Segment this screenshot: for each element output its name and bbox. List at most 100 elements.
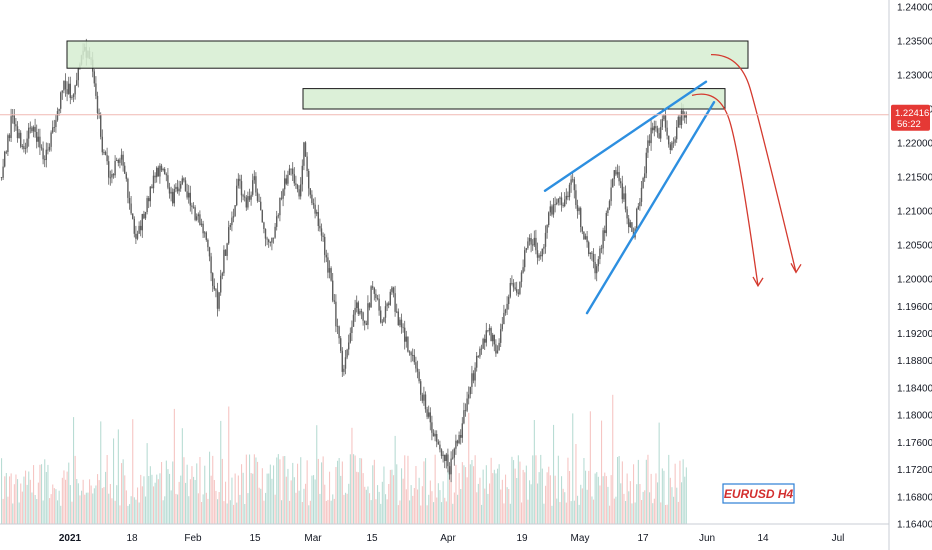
volume-bar xyxy=(409,500,411,524)
volume-bar xyxy=(367,486,369,524)
volume-bar xyxy=(429,480,431,524)
candle-body xyxy=(15,124,17,127)
candle-body xyxy=(548,212,550,225)
candle-body xyxy=(133,218,135,234)
candle-body xyxy=(343,368,345,372)
candle xyxy=(197,212,199,223)
candle xyxy=(151,184,153,189)
upper-resistance-zone[interactable] xyxy=(66,40,749,69)
candle-body xyxy=(175,186,177,189)
candle xyxy=(340,336,342,354)
volume-bar xyxy=(237,475,239,524)
volume-bar xyxy=(460,489,462,524)
candle-body xyxy=(29,127,31,129)
volume-bar xyxy=(7,496,9,524)
volume-bar xyxy=(61,477,63,524)
x-axis-ticks[interactable]: 2021 18 Feb 15 Mar 15 Apr 19 May 17 Jun 14 Jul xyxy=(59,533,845,544)
wedge-lower-line[interactable] xyxy=(585,100,716,315)
candle-body xyxy=(492,334,494,342)
volume-bar xyxy=(69,485,71,524)
volume-bar xyxy=(249,454,251,524)
candle-body xyxy=(31,127,33,132)
volume-bar xyxy=(28,471,30,524)
candle-body xyxy=(586,236,588,243)
candle-body xyxy=(626,209,628,219)
candle xyxy=(215,288,217,298)
candle-body xyxy=(480,348,483,350)
candle xyxy=(434,430,436,442)
candle xyxy=(143,210,145,220)
candle xyxy=(221,271,223,280)
x-tick-label: 17 xyxy=(637,533,649,544)
candle-body xyxy=(559,197,561,199)
volume-bar xyxy=(597,476,599,524)
projection-arrow-1[interactable] xyxy=(710,53,802,274)
candle xyxy=(52,120,54,134)
x-tick-label: 14 xyxy=(757,533,769,544)
wedge-upper-line[interactable] xyxy=(543,80,708,192)
volume-bar xyxy=(194,480,196,524)
candle-body xyxy=(204,232,206,234)
candle-body xyxy=(636,209,638,229)
candle-body xyxy=(652,127,654,131)
candle-body xyxy=(602,230,604,249)
candle xyxy=(423,386,425,406)
y-tick-label: 1.19600 xyxy=(897,302,932,313)
volume-bar xyxy=(250,473,252,524)
y-axis-ticks[interactable]: 1.240001.235001.230001.225001.220001.215… xyxy=(897,3,932,531)
x-tick-label: 15 xyxy=(366,533,378,544)
candle-body xyxy=(420,381,422,395)
candle-body xyxy=(528,238,531,242)
candle-body xyxy=(346,349,348,358)
volume-bar xyxy=(349,454,351,524)
volume-bar xyxy=(36,499,38,524)
candle xyxy=(311,190,313,206)
candle xyxy=(626,206,628,225)
candle xyxy=(152,170,155,194)
volume-bar xyxy=(594,473,596,524)
candle xyxy=(247,191,249,210)
projection-arrow-2[interactable] xyxy=(691,93,764,288)
candle xyxy=(45,142,47,168)
x-tick-label: Jun xyxy=(699,533,715,544)
lower-resistance-zone[interactable] xyxy=(302,88,726,110)
candle-body xyxy=(572,179,574,181)
y-tick-label: 1.22000 xyxy=(897,139,932,150)
candle xyxy=(244,190,246,202)
y-tick-label: 1.23000 xyxy=(897,71,932,82)
candle-body xyxy=(412,355,414,356)
candle xyxy=(583,231,585,240)
volume-bar xyxy=(229,500,231,524)
candle-body xyxy=(301,165,303,185)
candle-body xyxy=(562,204,564,206)
volume-bar xyxy=(580,484,582,524)
volume-bar xyxy=(364,486,366,524)
candle-body xyxy=(432,432,435,437)
volume-bar xyxy=(337,460,339,524)
candle-body xyxy=(236,185,238,206)
candle-body xyxy=(482,338,484,349)
volume-bar xyxy=(332,494,334,524)
candle-body xyxy=(205,232,207,240)
volume-bar xyxy=(473,466,475,524)
volume-bar xyxy=(474,455,476,524)
candle xyxy=(588,240,590,257)
candle xyxy=(407,336,409,353)
volume-bar xyxy=(300,457,302,524)
candle-body xyxy=(578,208,580,212)
drawings-layer[interactable] xyxy=(66,40,802,315)
candle-body xyxy=(444,454,446,461)
candle xyxy=(618,165,620,186)
volume-bar xyxy=(509,503,511,524)
volume-bar xyxy=(125,490,127,524)
candle-body xyxy=(416,368,419,372)
candle-body xyxy=(260,201,262,211)
symbol-label-box[interactable]: EURUSD H4 xyxy=(722,483,795,504)
candle xyxy=(186,183,188,200)
candle xyxy=(669,142,671,154)
candle xyxy=(202,220,204,238)
volume-bar xyxy=(345,492,347,524)
volume-bar xyxy=(487,493,489,524)
